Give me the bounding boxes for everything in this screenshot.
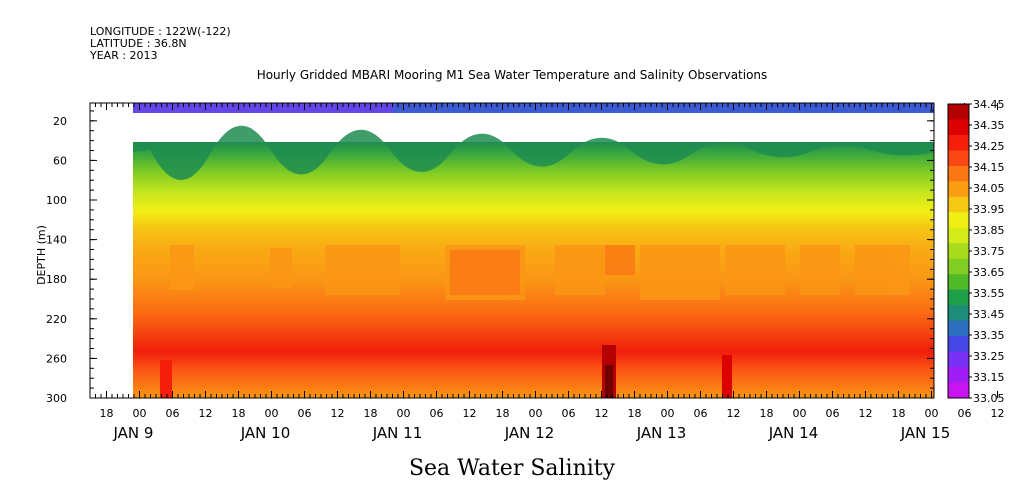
y-axis: 20 60 100 140 180 220 260 300 bbox=[46, 110, 934, 405]
colorbar-swatch bbox=[948, 336, 969, 353]
x-axis: 18 00 06 12 18 00 06 12 18 00 06 12 18 00 06 12 18 00 06 12… bbox=[89, 103, 1005, 442]
x-tick-label: 00 bbox=[133, 407, 147, 420]
x-tick-label: 18 bbox=[364, 407, 378, 420]
colorbar-swatch bbox=[948, 150, 969, 167]
colorbar-label: 33.35 bbox=[973, 329, 1005, 342]
colorbar-swatch bbox=[948, 367, 969, 384]
x-tick-label: 12 bbox=[727, 407, 741, 420]
colorbar-label: 34.35 bbox=[973, 119, 1005, 132]
y-tick-label: 300 bbox=[46, 392, 67, 405]
x-tick-label: 18 bbox=[496, 407, 510, 420]
colorbar: 34.45 34.35 34.25 34.15 34.05 33.95 33.85 33.75… bbox=[947, 98, 1005, 405]
colorbar-label: 34.25 bbox=[973, 140, 1005, 153]
year-text: YEAR : 2013 bbox=[89, 49, 158, 62]
day-label: JAN 11 bbox=[372, 424, 423, 442]
x-tick-label: 18 bbox=[628, 407, 642, 420]
colorbar-label: 33.85 bbox=[973, 224, 1005, 237]
colorbar-swatch bbox=[948, 305, 969, 322]
y-tick-label: 260 bbox=[46, 352, 67, 365]
x-tick-label: 00 bbox=[925, 407, 939, 420]
colorbar-swatch bbox=[948, 196, 969, 213]
colorbar-swatch bbox=[948, 243, 969, 260]
x-tick-label: 12 bbox=[595, 407, 609, 420]
x-tick-label: 12 bbox=[991, 407, 1005, 420]
x-tick-label: 18 bbox=[232, 407, 246, 420]
x-tick-label: 12 bbox=[859, 407, 873, 420]
colorbar-swatch bbox=[948, 104, 969, 120]
colorbar-label: 33.65 bbox=[973, 266, 1005, 279]
y-tick-label: 20 bbox=[53, 115, 67, 128]
x-tick-label: 00 bbox=[793, 407, 807, 420]
colorbar-swatch bbox=[948, 181, 969, 198]
colorbar-swatch bbox=[948, 119, 969, 136]
x-tick-label: 18 bbox=[760, 407, 774, 420]
x-tick-label: 00 bbox=[397, 407, 411, 420]
day-label: JAN 15 bbox=[900, 424, 951, 442]
x-tick-label: 12 bbox=[331, 407, 345, 420]
x-tick-label: 00 bbox=[265, 407, 279, 420]
x-tick-label: 00 bbox=[661, 407, 675, 420]
colorbar-swatch bbox=[948, 351, 969, 368]
colorbar-label: 33.45 bbox=[973, 308, 1005, 321]
colorbar-label: 33.95 bbox=[973, 203, 1005, 216]
plume-patches bbox=[170, 245, 910, 300]
y-tick-label: 100 bbox=[46, 194, 67, 207]
colorbar-swatch bbox=[948, 212, 969, 229]
colorbar-swatch bbox=[948, 320, 969, 337]
colorbar-label: 34.45 bbox=[973, 98, 1005, 111]
heatmap-field bbox=[90, 103, 934, 398]
y-tick-label: 180 bbox=[46, 273, 67, 286]
colorbar-label: 33.75 bbox=[973, 245, 1005, 258]
surface-band bbox=[133, 103, 934, 113]
colorbar-swatch bbox=[948, 258, 969, 275]
longitude-text: LONGITUDE : 122W(-122) bbox=[90, 25, 231, 38]
x-tick-label: 12 bbox=[199, 407, 213, 420]
x-tick-label: 06 bbox=[958, 407, 972, 420]
x-tick-label: 18 bbox=[100, 407, 114, 420]
x-tick-label: 06 bbox=[430, 407, 444, 420]
day-label: JAN 13 bbox=[636, 424, 687, 442]
colorbar-label: 33.55 bbox=[973, 287, 1005, 300]
colorbar-label: 33.25 bbox=[973, 350, 1005, 363]
day-label: JAN 9 bbox=[113, 424, 154, 442]
latitude-text: LATITUDE : 36.8N bbox=[90, 37, 187, 50]
streak-jan14 bbox=[722, 355, 732, 398]
colorbar-label: 34.05 bbox=[973, 182, 1005, 195]
y-tick-label: 220 bbox=[46, 313, 67, 326]
x-tick-label: 18 bbox=[892, 407, 906, 420]
x-axis-label: Sea Water Salinity bbox=[409, 456, 616, 481]
colorbar-swatch bbox=[948, 227, 969, 244]
colorbar-swatch bbox=[948, 134, 969, 151]
x-tick-label: 06 bbox=[694, 407, 708, 420]
x-tick-label: 06 bbox=[298, 407, 312, 420]
colorbar-swatch bbox=[948, 289, 969, 306]
colorbar-label: 34.15 bbox=[973, 161, 1005, 174]
colorbar-swatch bbox=[948, 165, 969, 182]
day-label: JAN 12 bbox=[504, 424, 555, 442]
x-tick-label: 06 bbox=[826, 407, 840, 420]
colorbar-label: 33.05 bbox=[973, 392, 1005, 405]
chart-title: Hourly Gridded MBARI Mooring M1 Sea Wate… bbox=[257, 68, 768, 82]
day-label: JAN 10 bbox=[240, 424, 291, 442]
x-tick-label: 00 bbox=[529, 407, 543, 420]
x-tick-label: 12 bbox=[463, 407, 477, 420]
colorbar-swatch bbox=[948, 382, 969, 399]
x-tick-label: 06 bbox=[166, 407, 180, 420]
y-axis-label: DEPTH (m) bbox=[35, 225, 48, 285]
y-tick-label: 60 bbox=[53, 154, 67, 167]
colorbar-swatch bbox=[948, 274, 969, 291]
colorbar-label: 33.15 bbox=[973, 371, 1005, 384]
plot-frame bbox=[89, 102, 935, 399]
day-label: JAN 14 bbox=[768, 424, 819, 442]
y-tick-label: 140 bbox=[46, 234, 67, 247]
x-tick-label: 06 bbox=[562, 407, 576, 420]
